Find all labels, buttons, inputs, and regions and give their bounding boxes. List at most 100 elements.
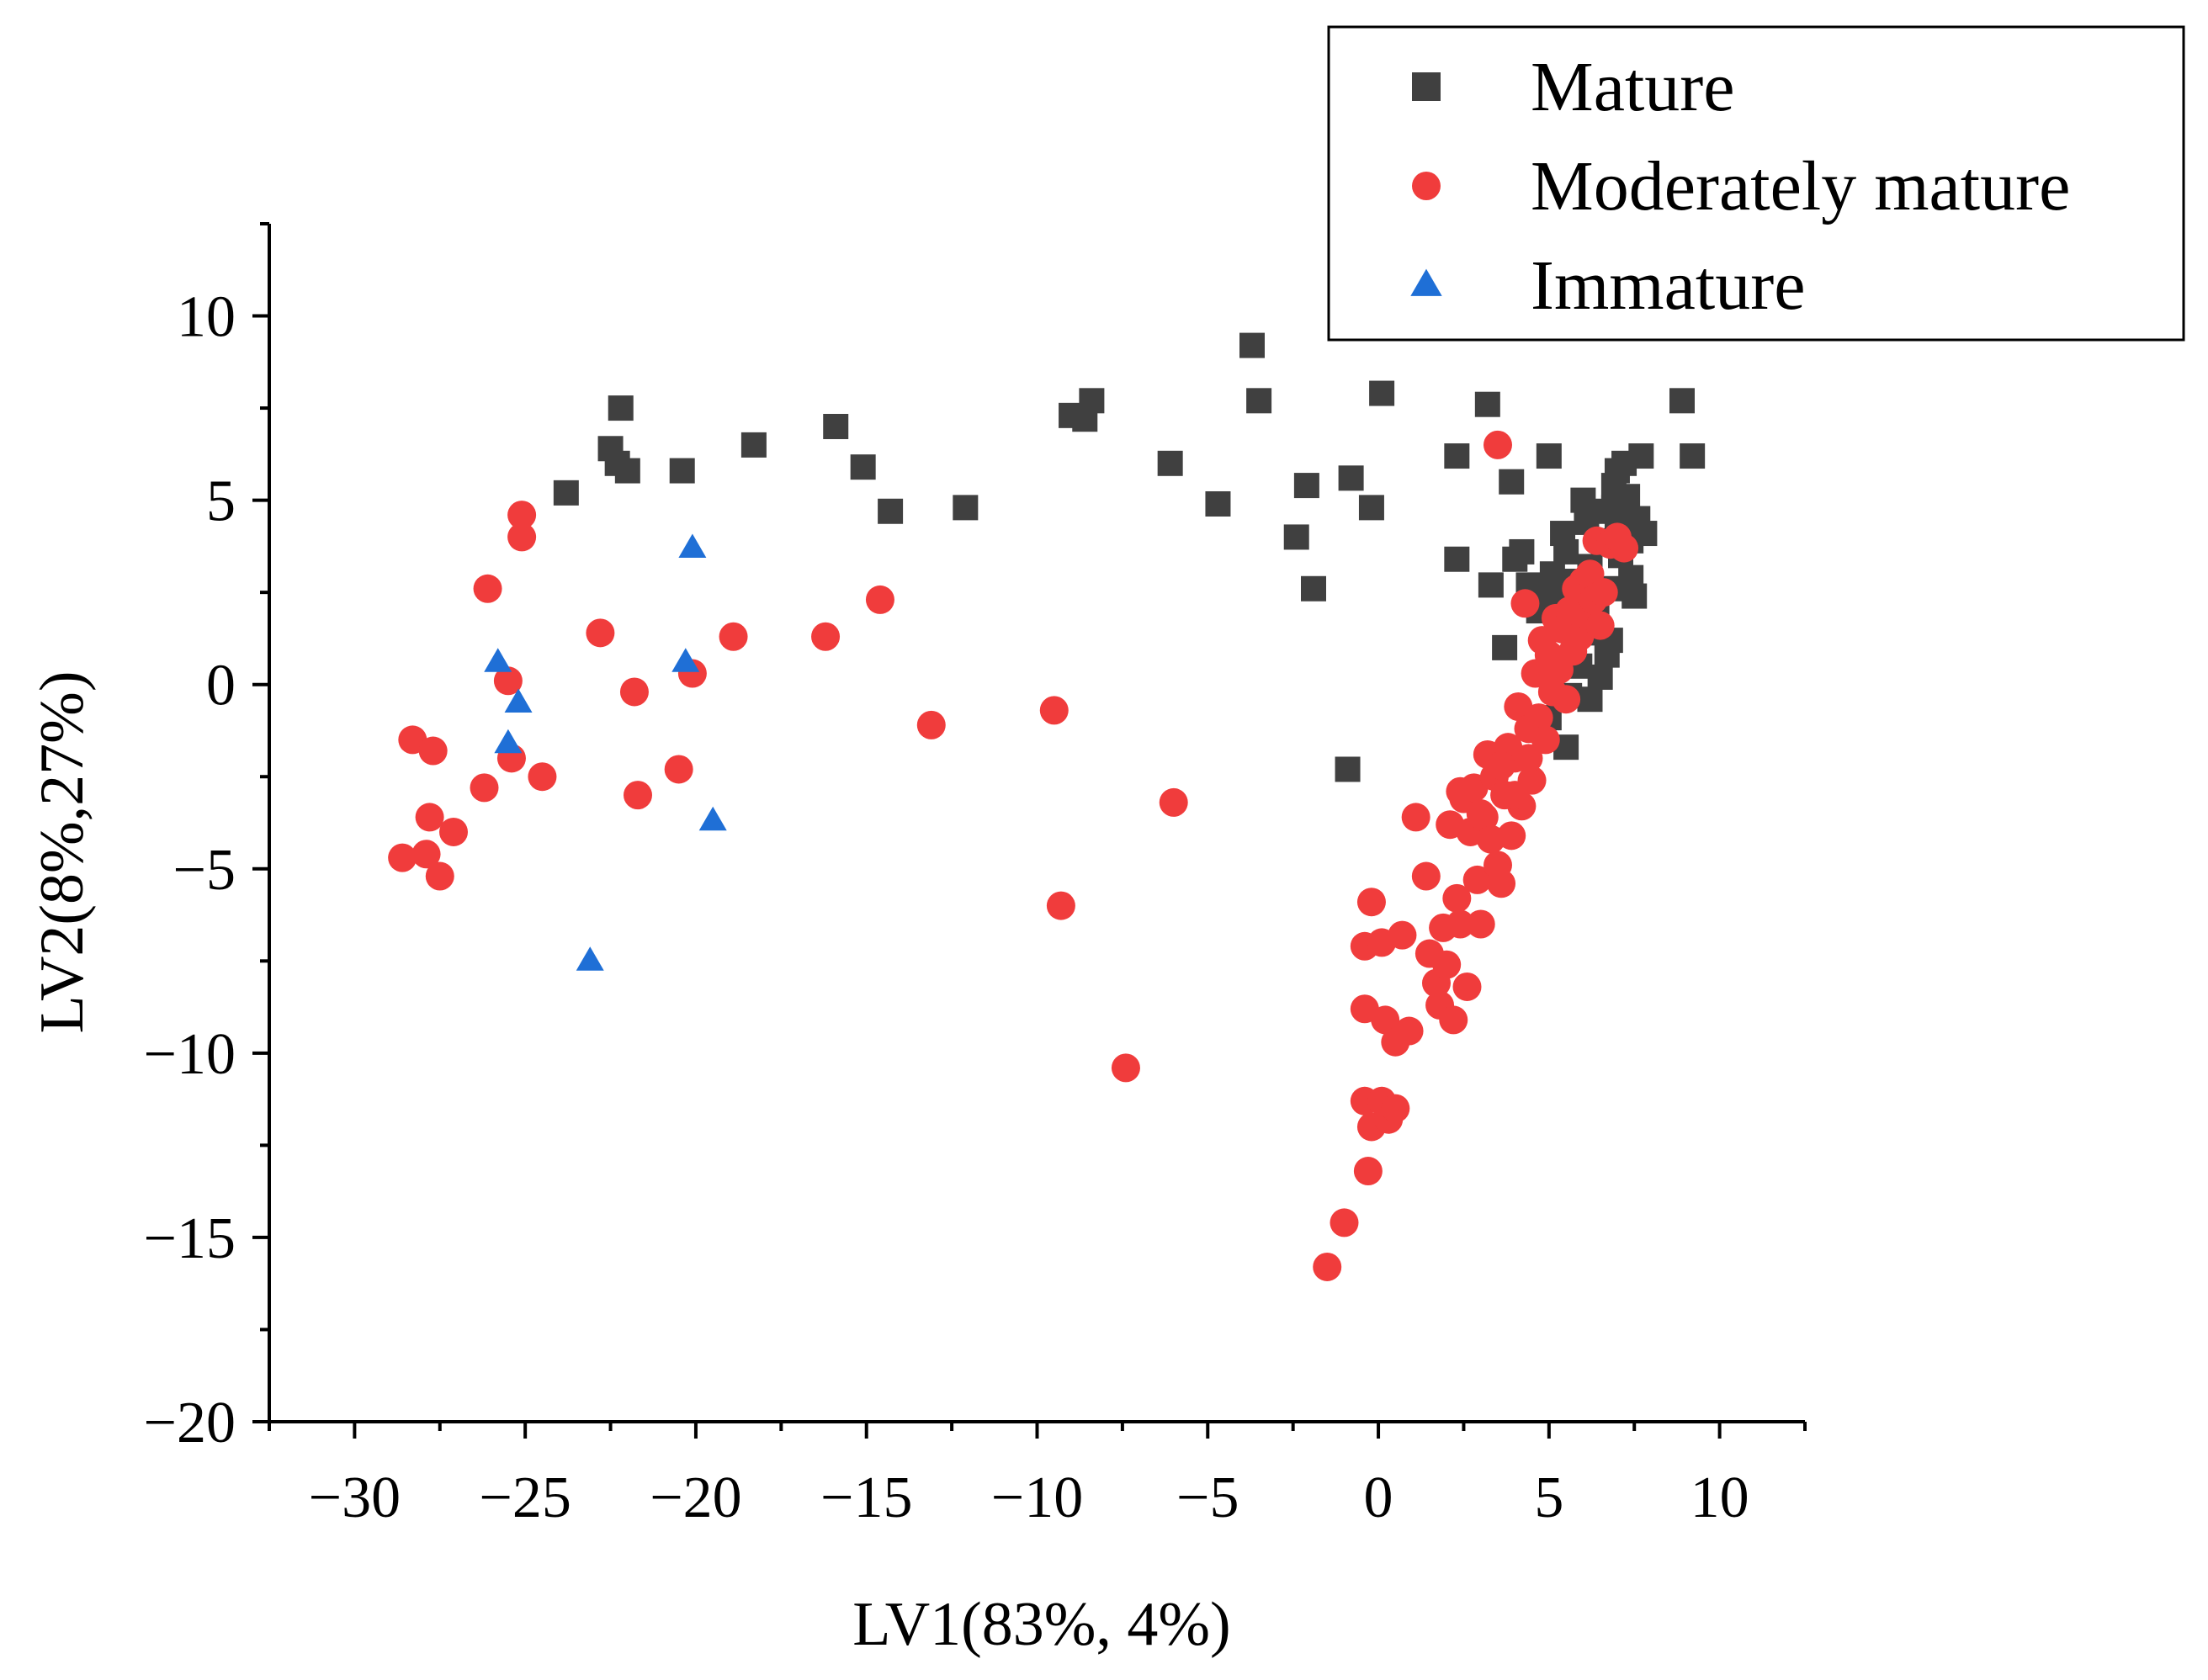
point-mature — [1628, 443, 1654, 469]
point-mature — [1604, 458, 1630, 484]
point-mature — [1293, 473, 1319, 499]
x-tick-label: −15 — [820, 1465, 912, 1530]
series-immature — [484, 533, 727, 971]
point-moderately-mature — [1487, 869, 1516, 898]
point-mature — [1246, 388, 1272, 414]
y-tick-label: −15 — [144, 1206, 236, 1271]
point-mature — [1301, 575, 1326, 602]
point-mature — [608, 395, 634, 421]
point-mature — [1587, 664, 1613, 690]
x-axis-title: LV1(83%, 4%) — [852, 1590, 1230, 1659]
point-moderately-mature — [664, 755, 693, 784]
y-tick-label: 5 — [206, 469, 236, 534]
point-mature — [1539, 561, 1565, 587]
point-moderately-mature — [1371, 1005, 1400, 1035]
point-mature — [553, 480, 579, 506]
legend-label-moderately-mature: Moderately mature — [1531, 147, 2070, 225]
legend-marker-mature — [1412, 72, 1441, 101]
point-moderately-mature — [1484, 430, 1512, 459]
x-tick-label: −30 — [309, 1465, 401, 1530]
point-immature — [678, 533, 707, 558]
point-moderately-mature — [1446, 776, 1475, 806]
point-mature — [1553, 538, 1579, 564]
point-mature — [1157, 450, 1183, 476]
point-immature — [576, 946, 604, 971]
point-mature — [1338, 465, 1364, 491]
point-moderately-mature — [528, 762, 557, 792]
y-tick-label: −20 — [144, 1391, 236, 1455]
point-mature — [1478, 572, 1504, 598]
point-mature — [1335, 756, 1361, 782]
point-mature — [1577, 686, 1603, 713]
legend-label-immature: Immature — [1531, 246, 1806, 325]
legend-label-mature: Mature — [1531, 48, 1735, 126]
x-tick-label: −25 — [479, 1465, 571, 1530]
point-moderately-mature — [411, 840, 441, 869]
point-moderately-mature — [811, 622, 841, 651]
series-moderately-mature — [388, 430, 1639, 1281]
point-moderately-mature — [1411, 861, 1441, 891]
point-moderately-mature — [1452, 972, 1482, 1001]
point-moderately-mature — [586, 618, 615, 648]
point-moderately-mature — [1500, 781, 1530, 810]
point-mature — [740, 432, 767, 458]
point-mature — [1369, 380, 1395, 406]
point-moderately-mature — [1356, 888, 1386, 917]
point-moderately-mature — [1514, 744, 1543, 773]
y-tick-label: 0 — [206, 654, 236, 718]
point-moderately-mature — [1439, 1005, 1468, 1035]
x-tick-label: −10 — [991, 1465, 1083, 1530]
point-mature — [953, 495, 979, 521]
legend-marker-immature — [1410, 268, 1442, 296]
legend-marker-moderately-mature — [1412, 172, 1441, 200]
point-mature — [1205, 490, 1231, 517]
x-tick-label: −5 — [1176, 1465, 1239, 1530]
point-moderately-mature — [507, 501, 537, 530]
point-moderately-mature — [1552, 685, 1581, 714]
scatter-points — [388, 332, 1706, 1281]
point-moderately-mature — [1381, 1094, 1410, 1123]
point-moderately-mature — [916, 710, 946, 739]
point-mature — [1536, 443, 1562, 469]
point-mature — [1600, 495, 1627, 521]
point-mature — [1283, 524, 1309, 550]
point-mature — [1474, 391, 1500, 417]
point-mature — [1444, 443, 1470, 469]
point-moderately-mature — [470, 773, 499, 803]
point-moderately-mature — [1159, 787, 1188, 817]
point-moderately-mature — [439, 817, 468, 846]
point-mature — [1509, 538, 1535, 564]
point-moderately-mature — [1466, 799, 1495, 829]
point-moderately-mature — [1401, 803, 1430, 832]
y-tick-label: −10 — [144, 1022, 236, 1087]
point-mature — [1239, 332, 1265, 358]
point-mature — [850, 454, 876, 480]
point-moderately-mature — [865, 585, 894, 614]
point-moderately-mature — [1589, 578, 1618, 607]
point-mature — [878, 498, 904, 524]
point-mature — [1669, 388, 1695, 414]
point-moderately-mature — [619, 677, 649, 707]
point-immature — [484, 648, 512, 672]
point-moderately-mature — [1524, 703, 1553, 733]
point-mature — [1622, 583, 1648, 609]
point-moderately-mature — [1585, 611, 1615, 640]
point-moderately-mature — [473, 574, 502, 603]
point-moderately-mature — [1388, 920, 1417, 950]
x-tick-label: −20 — [650, 1465, 741, 1530]
point-moderately-mature — [1039, 696, 1069, 725]
point-immature — [671, 648, 700, 672]
point-moderately-mature — [1111, 1053, 1140, 1083]
point-moderately-mature — [1610, 533, 1639, 563]
point-immature — [504, 688, 533, 713]
point-moderately-mature — [1442, 883, 1472, 913]
point-mature — [1079, 388, 1105, 414]
point-moderately-mature — [415, 803, 444, 832]
x-tick-label: 0 — [1364, 1465, 1393, 1530]
point-moderately-mature — [507, 522, 537, 552]
point-immature — [698, 806, 727, 831]
point-mature — [1680, 443, 1706, 469]
y-tick-label: −5 — [173, 838, 236, 903]
legend-box — [1327, 25, 2185, 342]
